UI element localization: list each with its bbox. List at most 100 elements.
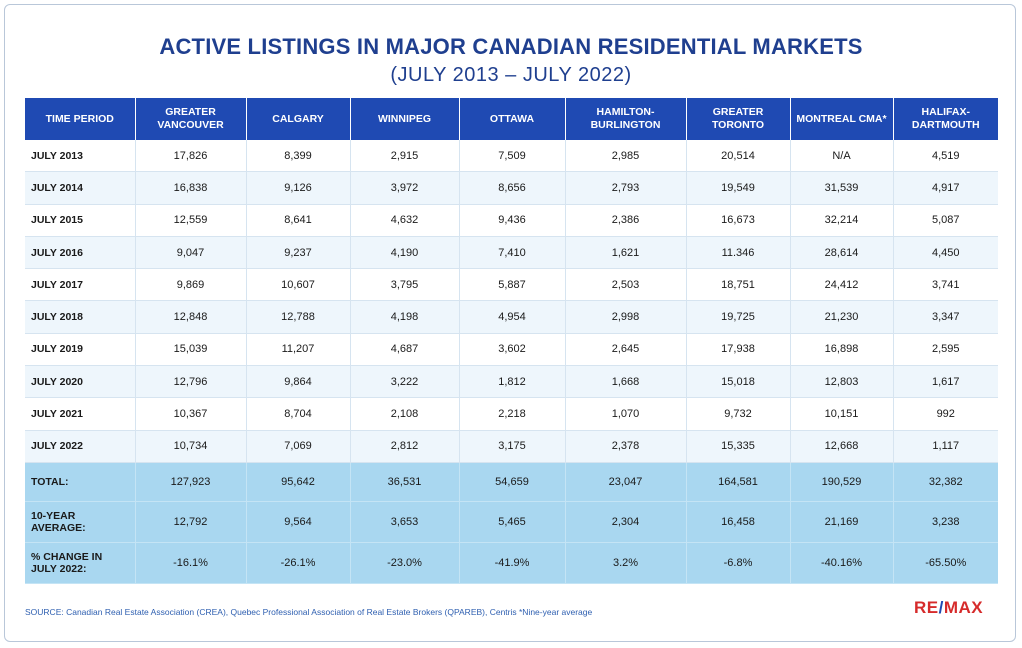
value-cell: 3,741 — [893, 268, 998, 302]
value-cell: 7,410 — [459, 236, 566, 270]
value-cell: 12,796 — [135, 365, 247, 399]
value-cell: 8,704 — [246, 397, 351, 431]
summary-row: 10-YEAR AVERAGE: 12,792 9,564 3,653 5,465 2,3… — [25, 501, 998, 543]
period-cell: JULY 2014 — [25, 171, 136, 205]
value-cell: 3,602 — [459, 333, 566, 367]
table-header-row: TIME PERIOD GREATER VANCOUVER CALGARY WI… — [25, 98, 998, 140]
value-cell: 24,412 — [790, 268, 894, 302]
value-cell: 19,725 — [686, 300, 791, 334]
period-cell: JULY 2019 — [25, 333, 136, 367]
value-cell: 7,509 — [459, 140, 566, 173]
value-cell: 2,915 — [350, 140, 460, 173]
value-cell: 28,614 — [790, 236, 894, 270]
value-cell: 10,607 — [246, 268, 351, 302]
summary-value-cell: 3,238 — [893, 501, 998, 543]
value-cell: 12,668 — [790, 430, 894, 463]
value-cell: 2,595 — [893, 333, 998, 367]
value-cell: 12,848 — [135, 300, 247, 334]
value-cell: 15,039 — [135, 333, 247, 367]
value-cell: 16,673 — [686, 204, 791, 237]
summary-value-cell: -23.0% — [350, 542, 460, 584]
summary-value-cell: 127,923 — [135, 462, 247, 502]
value-cell: 4,190 — [350, 236, 460, 270]
value-cell: 31,539 — [790, 171, 894, 205]
column-header: HAMILTON-BURLINGTON — [565, 98, 687, 140]
value-cell: N/A — [790, 140, 894, 173]
value-cell: 4,954 — [459, 300, 566, 334]
value-cell: 3,347 — [893, 300, 998, 334]
column-header: OTTAWA — [459, 98, 566, 140]
value-cell: 8,656 — [459, 171, 566, 205]
value-cell: 10,734 — [135, 430, 247, 463]
value-cell: 12,803 — [790, 365, 894, 399]
value-cell: 19,549 — [686, 171, 791, 205]
logo-text-right: MAX — [943, 598, 984, 617]
table-row: JULY 2016 9,047 9,237 4,190 7,410 1,621 11.346… — [25, 236, 998, 270]
value-cell: 2,218 — [459, 397, 566, 431]
summary-value-cell: 21,169 — [790, 501, 894, 543]
logo-text-left: RE — [914, 598, 939, 617]
period-cell: JULY 2016 — [25, 236, 136, 270]
value-cell: 2,812 — [350, 430, 460, 463]
value-cell: 2,378 — [565, 430, 687, 463]
value-cell: 3,795 — [350, 268, 460, 302]
value-cell: 4,687 — [350, 333, 460, 367]
period-cell: JULY 2018 — [25, 300, 136, 334]
summary-value-cell: -16.1% — [135, 542, 247, 584]
summary-label-cell: 10-YEAR AVERAGE: — [25, 501, 136, 543]
column-header: HALIFAX-DARTMOUTH — [893, 98, 998, 140]
value-cell: 3,972 — [350, 171, 460, 205]
source-note: SOURCE: Canadian Real Estate Association… — [25, 607, 593, 617]
value-cell: 17,938 — [686, 333, 791, 367]
value-cell: 16,838 — [135, 171, 247, 205]
value-cell: 1,621 — [565, 236, 687, 270]
summary-value-cell: 3.2% — [565, 542, 687, 584]
summary-value-cell: -26.1% — [246, 542, 351, 584]
value-cell: 3,175 — [459, 430, 566, 463]
summary-value-cell: 2,304 — [565, 501, 687, 543]
value-cell: 20,514 — [686, 140, 791, 173]
summary-value-cell: 16,458 — [686, 501, 791, 543]
column-header: TIME PERIOD — [25, 98, 136, 140]
value-cell: 1,668 — [565, 365, 687, 399]
value-cell: 1,117 — [893, 430, 998, 463]
listings-table: TIME PERIOD GREATER VANCOUVER CALGARY WI… — [25, 98, 998, 584]
summary-value-cell: 32,382 — [893, 462, 998, 502]
summary-value-cell: -40.16% — [790, 542, 894, 584]
value-cell: 11.346 — [686, 236, 791, 270]
value-cell: 9,126 — [246, 171, 351, 205]
summary-value-cell: 95,642 — [246, 462, 351, 502]
summary-value-cell: 9,564 — [246, 501, 351, 543]
column-header: CALGARY — [246, 98, 351, 140]
summary-value-cell: 12,792 — [135, 501, 247, 543]
summary-value-cell: 190,529 — [790, 462, 894, 502]
value-cell: 2,793 — [565, 171, 687, 205]
value-cell: 2,998 — [565, 300, 687, 334]
value-cell: 2,503 — [565, 268, 687, 302]
value-cell: 11,207 — [246, 333, 351, 367]
value-cell: 9,237 — [246, 236, 351, 270]
column-header: GREATER VANCOUVER — [135, 98, 247, 140]
table-row: JULY 2017 9,869 10,607 3,795 5,887 2,503 18,75… — [25, 268, 998, 302]
value-cell: 992 — [893, 397, 998, 431]
value-cell: 9,864 — [246, 365, 351, 399]
summary-value-cell: 3,653 — [350, 501, 460, 543]
value-cell: 2,386 — [565, 204, 687, 237]
period-cell: JULY 2017 — [25, 268, 136, 302]
value-cell: 15,018 — [686, 365, 791, 399]
value-cell: 9,436 — [459, 204, 566, 237]
value-cell: 9,869 — [135, 268, 247, 302]
table-row: JULY 2021 10,367 8,704 2,108 2,218 1,070 9,732… — [25, 397, 998, 431]
column-header: WINNIPEG — [350, 98, 460, 140]
value-cell: 2,645 — [565, 333, 687, 367]
value-cell: 4,917 — [893, 171, 998, 205]
value-cell: 9,047 — [135, 236, 247, 270]
period-cell: JULY 2021 — [25, 397, 136, 431]
table-row: JULY 2014 16,838 9,126 3,972 8,656 2,793 19,54… — [25, 171, 998, 205]
summary-value-cell: -65.50% — [893, 542, 998, 584]
value-cell: 18,751 — [686, 268, 791, 302]
period-cell: JULY 2020 — [25, 365, 136, 399]
summary-value-cell: 54,659 — [459, 462, 566, 502]
summary-value-cell: 5,465 — [459, 501, 566, 543]
value-cell: 2,985 — [565, 140, 687, 173]
